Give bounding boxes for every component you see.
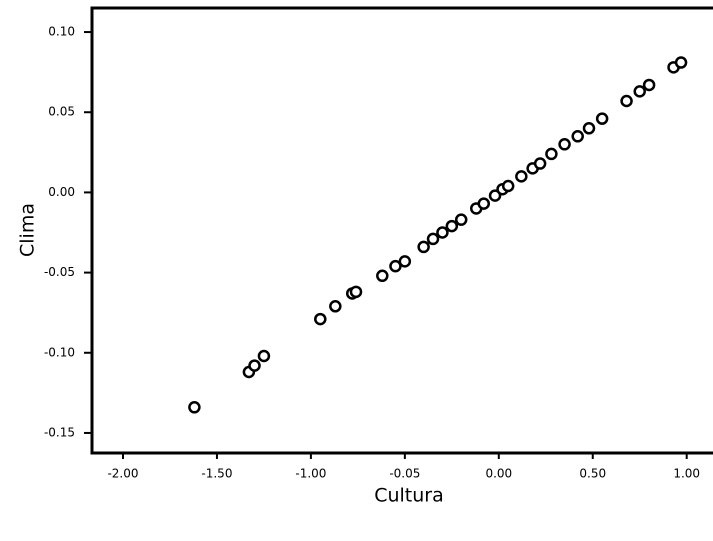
- point: [454, 213, 468, 226]
- x-tick-label: -1.50: [201, 467, 232, 481]
- y-tick-label: 0.10: [48, 25, 75, 39]
- y-axis-title: Clima: [17, 203, 39, 257]
- point: [477, 197, 491, 210]
- point: [445, 219, 459, 233]
- point: [436, 226, 449, 239]
- point: [571, 130, 584, 143]
- point: [188, 401, 201, 414]
- point: [582, 122, 596, 135]
- point: [349, 285, 363, 299]
- point: [558, 138, 571, 151]
- y-tick-label: -0.15: [44, 425, 75, 439]
- x-tick-label: -1.00: [295, 467, 326, 481]
- point: [488, 189, 502, 202]
- point: [620, 94, 633, 108]
- point: [633, 85, 646, 98]
- point: [674, 56, 688, 69]
- point: [248, 359, 261, 372]
- point: [515, 170, 528, 183]
- point: [376, 269, 389, 283]
- y-tick-label: -0.10: [44, 345, 75, 359]
- x-tick-label: 0.50: [579, 467, 606, 481]
- point: [642, 78, 656, 92]
- point: [329, 300, 342, 313]
- point: [545, 147, 558, 161]
- y-tick-label: 0.05: [48, 105, 75, 119]
- point: [595, 112, 609, 125]
- point: [533, 157, 547, 170]
- x-tick-label: 1.00: [673, 467, 700, 481]
- x-tick-label: -0.05: [389, 467, 420, 481]
- point: [257, 349, 271, 363]
- point: [501, 179, 515, 193]
- point: [398, 255, 412, 268]
- point: [417, 240, 430, 254]
- x-tick-label: -2.00: [107, 467, 138, 481]
- point: [426, 232, 440, 246]
- y-tick-label: 0.00: [48, 185, 75, 199]
- x-tick-label: 0.00: [485, 467, 512, 481]
- point: [389, 259, 402, 273]
- point: [314, 312, 327, 326]
- x-axis-title: Cultura: [374, 485, 444, 507]
- plot-frame: [90, 6, 713, 455]
- y-tick-label: -0.05: [44, 265, 75, 279]
